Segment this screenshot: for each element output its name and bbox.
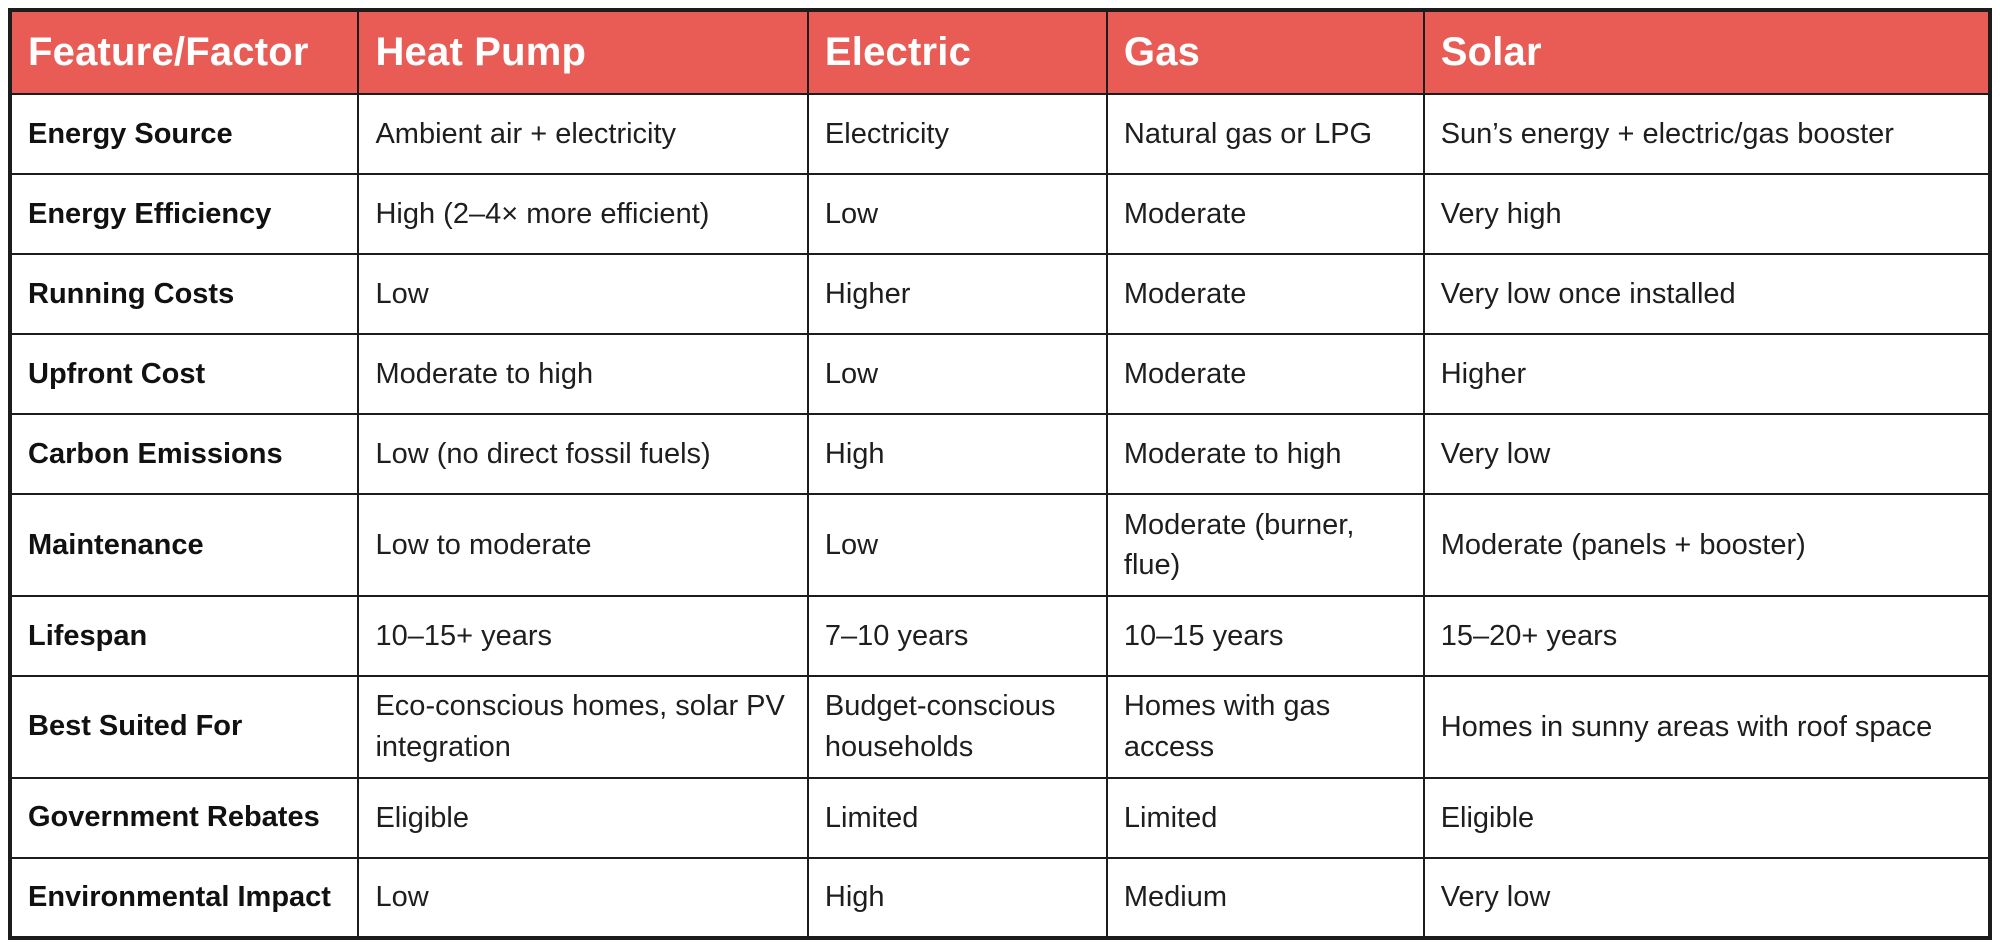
value-cell: High (2–4× more efficient) bbox=[357, 173, 809, 256]
value-cell: High bbox=[806, 413, 1108, 496]
value-cell: Medium bbox=[1105, 856, 1425, 940]
value-cell: Low to moderate bbox=[357, 493, 809, 598]
feature-cell: Environmental Impact bbox=[8, 856, 360, 940]
value-cell: Moderate bbox=[1105, 173, 1425, 256]
value-cell: 15–20+ years bbox=[1422, 595, 1992, 678]
header-cell-feature-factor: Feature/Factor bbox=[8, 9, 360, 95]
value-cell: Limited bbox=[806, 776, 1108, 859]
value-cell: Very low bbox=[1422, 856, 1992, 940]
table-row: Upfront Cost Moderate to high Low Moderate H… bbox=[8, 333, 1992, 416]
value-cell: Natural gas or LPG bbox=[1105, 92, 1425, 176]
value-cell: Electricity bbox=[806, 92, 1108, 176]
value-cell: Moderate to high bbox=[1105, 413, 1425, 496]
header-cell-electric: Electric bbox=[806, 9, 1108, 95]
table-row: Energy Source Ambient air + electricity El… bbox=[8, 92, 1992, 176]
value-cell: Eco-conscious homes, solar PV integratio… bbox=[357, 675, 809, 779]
value-cell: Budget-conscious households bbox=[806, 675, 1108, 779]
value-cell: Low bbox=[357, 253, 809, 336]
value-cell: Ambient air + electricity bbox=[357, 92, 809, 176]
value-cell: 10–15 years bbox=[1105, 595, 1425, 678]
table-row: Lifespan 10–15+ years 7–10 years 10–15 year… bbox=[8, 595, 1992, 678]
value-cell: Very high bbox=[1422, 173, 1992, 256]
value-cell: Eligible bbox=[357, 776, 809, 859]
header-cell-gas: Gas bbox=[1105, 9, 1425, 95]
table-body: Energy Source Ambient air + electricity El… bbox=[8, 92, 1992, 940]
header-cell-solar: Solar bbox=[1422, 9, 1992, 95]
feature-cell: Energy Efficiency bbox=[8, 173, 360, 256]
feature-cell: Upfront Cost bbox=[8, 333, 360, 416]
value-cell: 7–10 years bbox=[806, 595, 1108, 678]
value-cell: Higher bbox=[1422, 333, 1992, 416]
feature-cell: Lifespan bbox=[8, 595, 360, 678]
value-cell: Sun’s energy + electric/gas booster bbox=[1422, 92, 1992, 176]
value-cell: Moderate bbox=[1105, 253, 1425, 336]
value-cell: Low bbox=[806, 333, 1108, 416]
feature-cell: Carbon Emissions bbox=[8, 413, 360, 496]
value-cell: Low (no direct fossil fuels) bbox=[357, 413, 809, 496]
comparison-table: Feature/Factor Heat Pump Electric Gas So… bbox=[8, 8, 1992, 940]
table-row: Running Costs Low Higher Moderate Very low o… bbox=[8, 253, 1992, 336]
value-cell: Limited bbox=[1105, 776, 1425, 859]
value-cell: Very low bbox=[1422, 413, 1992, 496]
value-cell: Low bbox=[357, 856, 809, 940]
feature-cell: Best Suited For bbox=[8, 675, 360, 779]
value-cell: Moderate to high bbox=[357, 333, 809, 416]
value-cell: Very low once installed bbox=[1422, 253, 1992, 336]
table-row: Environmental Impact Low High Medium Very lo… bbox=[8, 856, 1992, 940]
table-row: Maintenance Low to moderate Low Moderate (b… bbox=[8, 493, 1992, 598]
feature-cell: Maintenance bbox=[8, 493, 360, 598]
table-row: Energy Efficiency High (2–4× more efficie… bbox=[8, 173, 1992, 256]
value-cell: High bbox=[806, 856, 1108, 940]
feature-cell: Energy Source bbox=[8, 92, 360, 176]
header-row: Feature/Factor Heat Pump Electric Gas So… bbox=[8, 9, 1992, 95]
value-cell: Eligible bbox=[1422, 776, 1992, 859]
feature-cell: Running Costs bbox=[8, 253, 360, 336]
value-cell: Low bbox=[806, 173, 1108, 256]
value-cell: Moderate (panels + booster) bbox=[1422, 493, 1992, 598]
value-cell: 10–15+ years bbox=[357, 595, 809, 678]
value-cell: Homes in sunny areas with roof space bbox=[1422, 675, 1992, 779]
feature-cell: Government Rebates bbox=[8, 776, 360, 859]
value-cell: Higher bbox=[806, 253, 1108, 336]
table-row: Carbon Emissions Low (no direct fossil fu… bbox=[8, 413, 1992, 496]
value-cell: Homes with gas access bbox=[1105, 675, 1425, 779]
table-header: Feature/Factor Heat Pump Electric Gas So… bbox=[8, 9, 1992, 95]
table-row: Best Suited For Eco-conscious homes, sola… bbox=[8, 675, 1992, 779]
table-row: Government Rebates Eligible Limited Limited… bbox=[8, 776, 1992, 859]
value-cell: Moderate bbox=[1105, 333, 1425, 416]
value-cell: Low bbox=[806, 493, 1108, 598]
header-cell-heat-pump: Heat Pump bbox=[357, 9, 809, 95]
value-cell: Moderate (burner, flue) bbox=[1105, 493, 1425, 598]
